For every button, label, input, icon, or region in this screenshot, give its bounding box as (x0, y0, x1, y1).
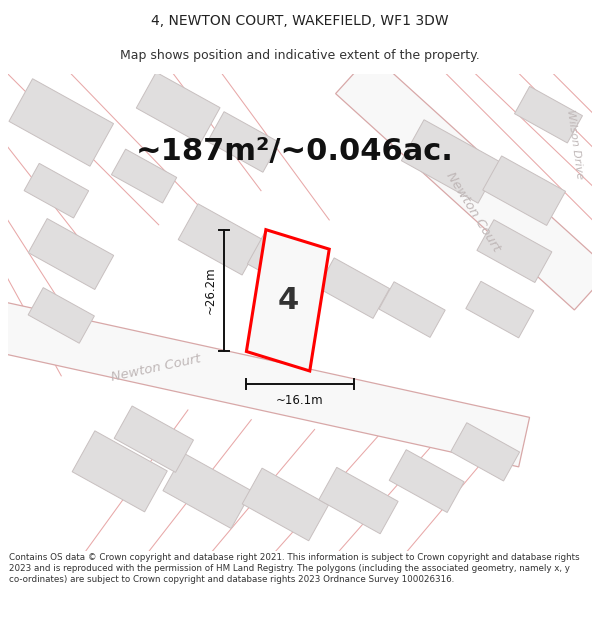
Polygon shape (515, 86, 583, 143)
Polygon shape (0, 298, 530, 467)
Polygon shape (72, 431, 167, 512)
Text: ~187m²/~0.046ac.: ~187m²/~0.046ac. (136, 138, 454, 166)
Text: Newton Court: Newton Court (110, 352, 202, 384)
Polygon shape (9, 79, 113, 166)
Text: ~16.1m: ~16.1m (276, 394, 324, 407)
Polygon shape (451, 422, 520, 481)
Polygon shape (379, 282, 445, 338)
Polygon shape (28, 219, 113, 289)
Polygon shape (477, 220, 552, 282)
Polygon shape (247, 231, 323, 296)
Polygon shape (466, 281, 534, 338)
Text: Wilson Drive: Wilson Drive (565, 109, 584, 179)
Polygon shape (28, 288, 94, 343)
Text: Contains OS data © Crown copyright and database right 2021. This information is : Contains OS data © Crown copyright and d… (9, 552, 580, 584)
Polygon shape (483, 156, 566, 226)
Polygon shape (178, 204, 262, 275)
Polygon shape (163, 453, 252, 529)
Text: ~26.2m: ~26.2m (204, 267, 217, 314)
Text: Map shows position and indicative extent of the property.: Map shows position and indicative extent… (120, 49, 480, 62)
Text: Newton Court: Newton Court (444, 170, 503, 254)
Polygon shape (208, 112, 280, 173)
Polygon shape (114, 406, 193, 472)
Text: 4, NEWTON COURT, WAKEFIELD, WF1 3DW: 4, NEWTON COURT, WAKEFIELD, WF1 3DW (151, 14, 449, 28)
Polygon shape (401, 120, 501, 203)
Polygon shape (319, 468, 398, 534)
Polygon shape (335, 54, 600, 310)
Polygon shape (24, 163, 89, 218)
Polygon shape (242, 468, 329, 541)
Text: 4: 4 (277, 286, 298, 315)
Polygon shape (136, 72, 220, 144)
Polygon shape (317, 258, 389, 318)
Polygon shape (389, 449, 464, 512)
Polygon shape (247, 229, 329, 371)
Polygon shape (112, 149, 177, 203)
